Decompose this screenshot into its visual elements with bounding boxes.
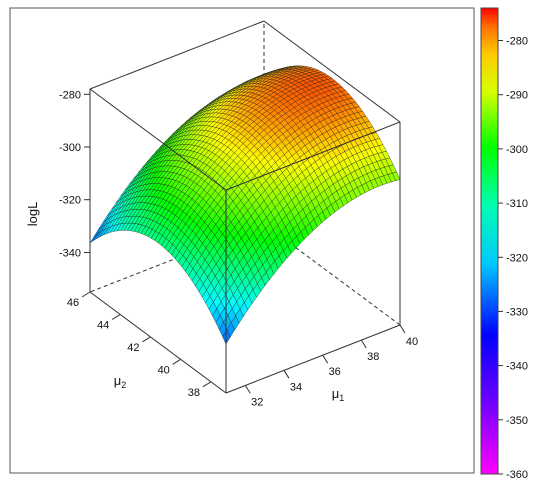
box-edge-front-bottom [225,324,401,394]
z-tick-label: -280 [59,89,81,101]
x-tick-label: 40 [406,336,418,348]
y-tick-label: 40 [158,364,170,376]
surface-mesh [89,65,401,345]
colorbar-tick-label: -320 [506,252,528,264]
y-axis-label: μ2 [114,373,127,390]
x-axis-tick [283,370,290,379]
z-tick-label: -300 [59,142,81,154]
y-tick-label: 44 [97,319,109,331]
x-axis-tick [360,339,367,349]
box-edge-front-bottom [89,291,227,394]
x-tick-label: 38 [367,351,379,363]
z-tick-label: -320 [59,195,81,207]
x-axis-tick [244,385,251,394]
z-axis-label: logL [25,202,40,227]
colorbar-tick-label: -290 [506,90,528,102]
bounding-box-front [89,88,401,394]
box-edge-front-top [225,121,401,191]
y-tick-label: 38 [188,387,200,399]
colorbar-tick-label: -280 [506,36,528,48]
colorbar-tick-label: -330 [506,306,528,318]
colorbar-tick-label: -300 [506,144,528,156]
colorbar-tick-label: -360 [506,469,528,481]
colorbar [480,7,499,475]
colorbar-ticks: -280 -290 -300 -310 -320 -330 -340 -350 -360 [498,36,528,481]
box-edge-front-top [89,88,227,191]
axes: 32 34 36 38 40 38 40 42 44 46 -340 -320 -300 -280 [59,89,418,408]
z-tick-label: -340 [59,248,81,260]
colorbar-tick-label: -340 [506,361,528,373]
box-edge-back-top [89,20,265,90]
y-axis-tick [142,336,151,343]
y-axis-tick [172,358,181,365]
x-axis-tick [399,324,406,334]
x-tick-label: 34 [290,381,302,393]
x-axis-tick [322,354,329,364]
y-axis-tick [202,381,212,388]
y-tick-label: 42 [127,342,139,354]
y-axis-tick [81,291,91,298]
x-axis-label: μ1 [332,386,345,403]
x-tick-label: 36 [329,366,341,378]
colorbar-tick-label: -350 [506,415,528,427]
x-tick-label: 32 [251,396,263,408]
box-edge-back-top [263,20,401,123]
y-axis-tick [111,313,121,320]
colorbar-tick-label: -310 [506,198,528,210]
y-tick-label: 46 [67,297,79,309]
